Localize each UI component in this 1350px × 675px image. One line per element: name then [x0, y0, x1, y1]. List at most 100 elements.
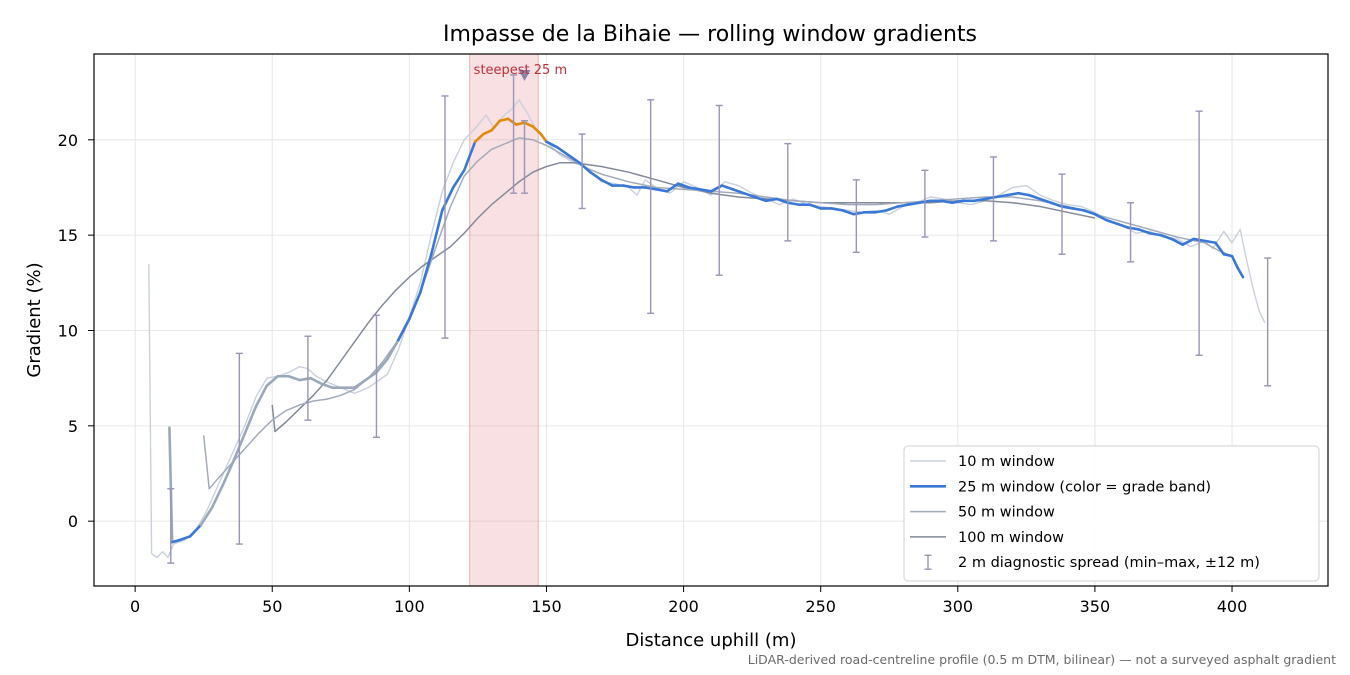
series-25m-segment — [397, 317, 411, 342]
series-25m-segment — [600, 178, 614, 187]
y-tick-label: 5 — [68, 417, 78, 436]
series-25m-segment — [506, 117, 518, 126]
series-25m-segment — [210, 483, 225, 510]
series-25m-segment — [1170, 237, 1184, 246]
series-25m-segment — [841, 209, 855, 216]
series-25m-segment — [375, 357, 389, 374]
series-25m-segment — [1222, 252, 1234, 258]
series-25m-segment — [545, 140, 559, 149]
x-tick-label: 250 — [805, 597, 836, 616]
y-axis-label: Gradient (%) — [24, 262, 45, 377]
series-25m-segment — [1038, 197, 1053, 205]
x-tick-label: 0 — [130, 597, 140, 616]
series-25m-segment — [940, 199, 954, 205]
series-25m-segment — [243, 405, 258, 435]
legend-box — [903, 445, 1320, 582]
series-25m-segment — [698, 188, 713, 193]
series-25m-segment — [709, 184, 724, 193]
series-25m-segment — [490, 119, 502, 132]
series-25m-segment — [440, 186, 455, 212]
x-tick-label: 400 — [1217, 597, 1248, 616]
series-25m-segment — [951, 199, 965, 205]
series-25m-segment — [753, 195, 768, 203]
series-25m-segment — [1060, 205, 1075, 210]
series-25m-segment — [177, 535, 192, 542]
steepest-highlight: steepest 25 m — [469, 53, 567, 587]
series-25m-segment — [775, 197, 790, 205]
steepest-marker — [518, 69, 531, 81]
series-25m-segment — [786, 201, 801, 206]
x-tick-label: 200 — [668, 597, 699, 616]
series-25m-segment — [1071, 207, 1086, 212]
series-25m-segment — [874, 209, 888, 214]
x-tick-label: 50 — [262, 597, 282, 616]
series-25m-segment — [429, 209, 444, 256]
y-tick-label: 0 — [68, 512, 78, 531]
series-25m-segment — [408, 291, 422, 321]
series-25m-segment — [720, 184, 735, 191]
series-25m-segment — [539, 132, 548, 144]
series-25m-segment — [885, 205, 899, 212]
series-25m-segment — [1203, 239, 1217, 245]
series-25m-segment — [972, 197, 987, 203]
steepest-label: steepest 25 m — [474, 63, 567, 78]
series-25m-segment — [1126, 226, 1141, 231]
x-axis-ticks: 0 50 100 150 200 250 300 350 400 — [130, 586, 1247, 616]
x-tick-label: 300 — [943, 597, 974, 616]
legend: 10 m window 25 m window (color = grade ba… — [903, 445, 1320, 582]
x-tick-label: 150 — [531, 597, 562, 616]
series-25m-segment — [907, 201, 921, 206]
series-25m-segment — [265, 374, 280, 388]
x-tick-label: 350 — [1080, 597, 1111, 616]
series-25m-segment — [1016, 191, 1031, 197]
series-25m-segment — [221, 458, 236, 487]
series-25m-segment — [1115, 222, 1130, 229]
series-25m-segment — [687, 186, 702, 191]
series-25m-segment — [1148, 231, 1163, 237]
series-25m-segment — [1159, 233, 1173, 241]
series-25m-segment — [320, 382, 334, 389]
series-25m-segment — [731, 188, 746, 195]
x-tick-label: 100 — [394, 597, 425, 616]
series-25m-segment — [473, 132, 485, 144]
series-25m-segment — [498, 117, 510, 123]
series-25m-segment — [462, 140, 477, 172]
series-25m-segment — [1082, 209, 1097, 216]
series-25m-segment — [1027, 193, 1042, 201]
series-25m-segment — [1049, 201, 1064, 208]
series-25m-segment — [364, 371, 378, 382]
series-25m-segment — [199, 506, 214, 527]
legend-label: 100 m window — [958, 530, 1064, 546]
y-tick-label: 15 — [58, 226, 78, 245]
series-25m-segment — [994, 193, 1009, 199]
series-25m-segment — [515, 121, 526, 126]
legend-label: 2 m diagnostic spread (min–max, ±12 m) — [958, 555, 1260, 571]
series-25m-segment — [676, 182, 691, 189]
legend-label: 25 m window (color = grade band) — [958, 479, 1211, 495]
series-25m-segment — [287, 374, 301, 382]
legend-label: 50 m window — [958, 505, 1055, 521]
series-25m-segment — [983, 195, 998, 201]
series-25m-segment — [1137, 228, 1152, 235]
steepest-band — [469, 53, 539, 587]
series-25m-segment — [578, 161, 592, 174]
series-25m-segment — [764, 197, 779, 203]
series-25m-segment — [1104, 218, 1119, 226]
series-25m-segment — [1093, 212, 1108, 222]
x-axis-label: Distance uphill (m) — [626, 630, 797, 651]
series-25m-segment — [1230, 254, 1239, 269]
series-25m-segment — [1236, 266, 1245, 279]
series-25m-segment — [808, 203, 822, 210]
series-25m-segment — [654, 188, 669, 193]
chart-title: Impasse de la Bihaie — rolling window gr… — [443, 22, 977, 47]
footnote: LiDAR-derived road-centreline profile (0… — [748, 652, 1336, 667]
series-25m-segment — [665, 182, 680, 193]
series-25m-segment — [386, 338, 400, 361]
series-25m-segment — [298, 376, 312, 382]
errorbar-group — [167, 74, 1272, 564]
series-25m-segment — [353, 378, 367, 389]
y-tick-label: 10 — [58, 321, 78, 340]
series-25m-segment — [451, 169, 466, 189]
series-25m-segment — [896, 203, 910, 208]
